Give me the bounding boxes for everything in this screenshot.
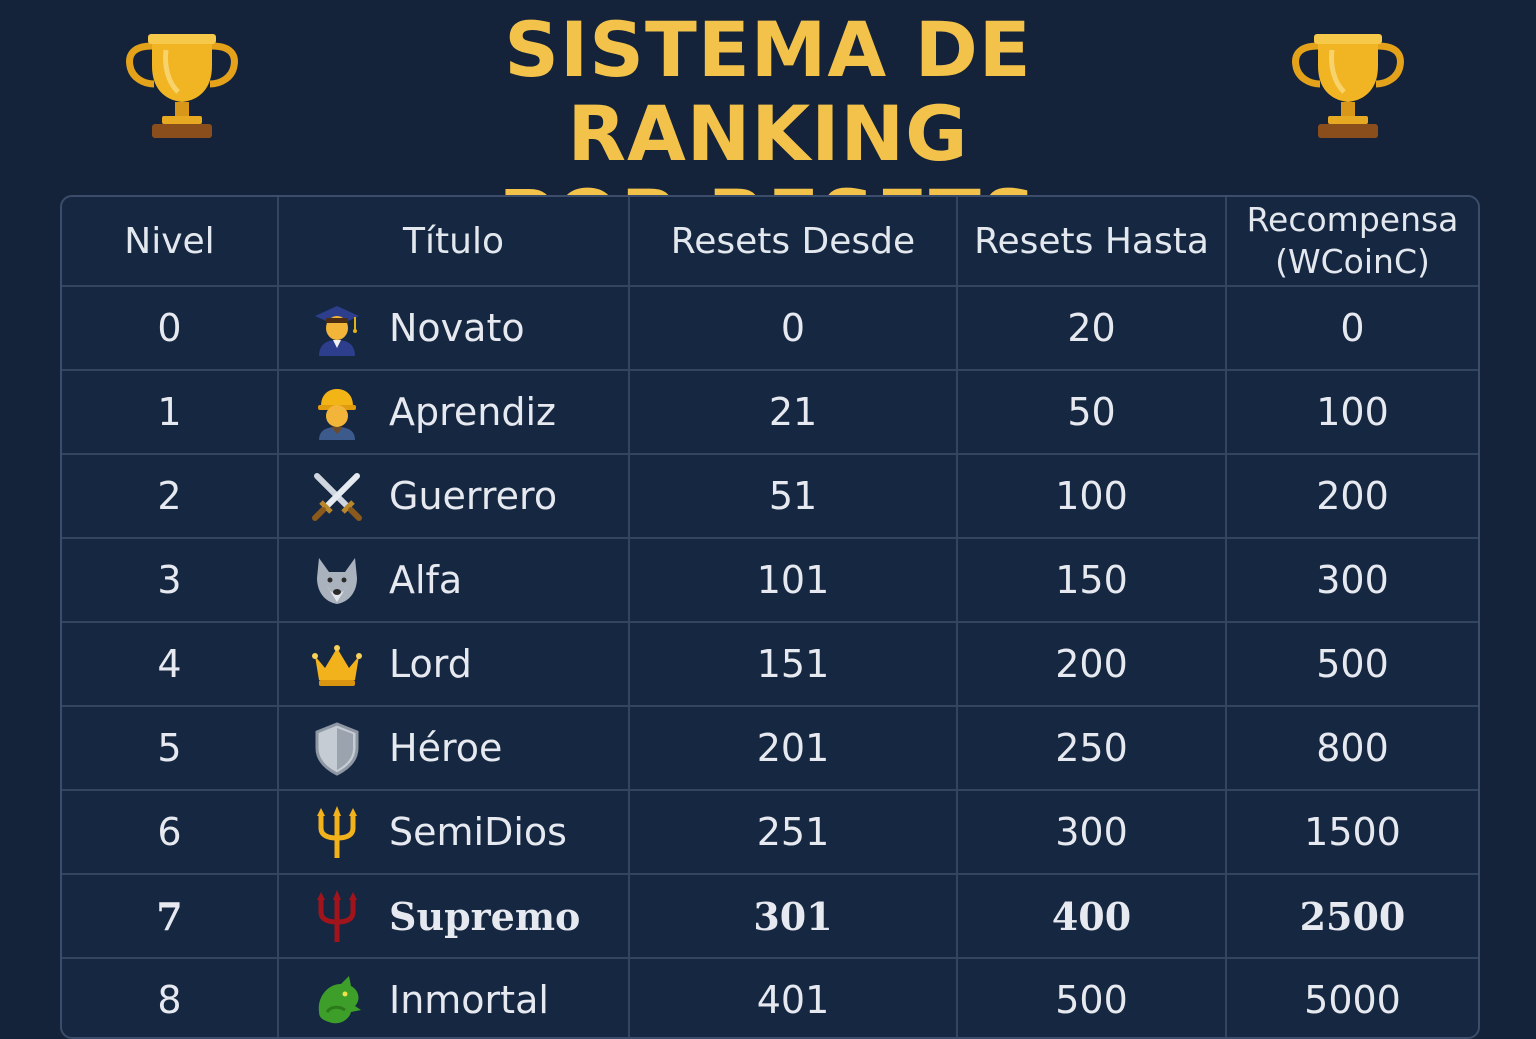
level-cell: 6 xyxy=(62,789,279,875)
resets-from-cell: 401 xyxy=(628,957,958,1037)
resets-from-cell: 151 xyxy=(628,621,958,707)
graduate-icon xyxy=(309,300,365,356)
title-cell: Héroe xyxy=(277,705,630,791)
title-cell: Aprendiz xyxy=(277,369,630,455)
title-cell: SemiDios xyxy=(277,789,630,875)
title-cell: Lord xyxy=(277,621,630,707)
rank-title: Guerrero xyxy=(389,474,558,518)
resets-from-cell: 0 xyxy=(628,285,958,371)
rank-title: Héroe xyxy=(389,726,503,770)
resets-to-cell: 150 xyxy=(956,537,1227,623)
gold-trident-icon xyxy=(309,804,365,860)
dragon-icon xyxy=(309,972,365,1028)
crossed-swords-icon xyxy=(309,468,365,524)
table-row: 7 Supremo 301 400 2500 xyxy=(62,873,1478,959)
title-cell: Inmortal xyxy=(277,957,630,1037)
reward-cell: 5000 xyxy=(1225,957,1478,1037)
crown-icon xyxy=(309,636,365,692)
level-cell: 3 xyxy=(62,537,279,623)
header-resets-to: Resets Hasta xyxy=(956,197,1227,287)
resets-from-cell: 101 xyxy=(628,537,958,623)
table-row: 8 Inmortal 401 500 5000 xyxy=(62,957,1478,1037)
reward-cell: 200 xyxy=(1225,453,1478,539)
level-cell: 4 xyxy=(62,621,279,707)
wolf-icon xyxy=(309,552,365,608)
rank-title: Lord xyxy=(389,642,472,686)
resets-to-cell: 100 xyxy=(956,453,1227,539)
page-title-line1: SISTEMA DE RANKING xyxy=(504,5,1032,178)
resets-to-cell: 50 xyxy=(956,369,1227,455)
resets-to-cell: 500 xyxy=(956,957,1227,1037)
level-cell: 8 xyxy=(62,957,279,1037)
shield-icon xyxy=(309,720,365,776)
header-reward-line2: (WCoinC) xyxy=(1275,242,1430,281)
header-resets-from: Resets Desde xyxy=(628,197,958,287)
reward-cell: 100 xyxy=(1225,369,1478,455)
reward-cell: 2500 xyxy=(1225,873,1478,959)
table-row: 5 Héroe 201 250 800 xyxy=(62,705,1478,791)
level-cell: 7 xyxy=(62,873,279,959)
title-cell: Guerrero xyxy=(277,453,630,539)
resets-to-cell: 400 xyxy=(956,873,1227,959)
ranking-table: Nivel Título Resets Desde Resets Hasta R… xyxy=(60,195,1480,1039)
reward-cell: 300 xyxy=(1225,537,1478,623)
table-row: 4 Lord 151 200 500 xyxy=(62,621,1478,707)
trophy-icon xyxy=(122,26,242,142)
level-cell: 5 xyxy=(62,705,279,791)
level-cell: 0 xyxy=(62,285,279,371)
reward-cell: 800 xyxy=(1225,705,1478,791)
rank-title: Aprendiz xyxy=(389,390,556,434)
reward-cell: 500 xyxy=(1225,621,1478,707)
resets-to-cell: 300 xyxy=(956,789,1227,875)
title-cell: Supremo xyxy=(277,873,630,959)
resets-from-cell: 301 xyxy=(628,873,958,959)
rank-title: Novato xyxy=(389,306,525,350)
table-row: 0 Novato 0 20 0 xyxy=(62,285,1478,371)
header-level: Nivel xyxy=(62,197,279,287)
resets-from-cell: 201 xyxy=(628,705,958,791)
page-header: SISTEMA DE RANKING POR RESETS xyxy=(0,0,1536,260)
resets-from-cell: 21 xyxy=(628,369,958,455)
table-row: 1 Aprendiz 21 50 100 xyxy=(62,369,1478,455)
header-title: Título xyxy=(277,197,630,287)
trophy-icon xyxy=(1288,26,1408,142)
level-cell: 1 xyxy=(62,369,279,455)
resets-to-cell: 250 xyxy=(956,705,1227,791)
rank-title: Alfa xyxy=(389,558,463,602)
table-row: 6 SemiDios 251 300 1500 xyxy=(62,789,1478,875)
reward-cell: 1500 xyxy=(1225,789,1478,875)
resets-to-cell: 20 xyxy=(956,285,1227,371)
table-row: 2 Guerrero 51 100 200 xyxy=(62,453,1478,539)
resets-from-cell: 51 xyxy=(628,453,958,539)
table-header-row: Nivel Título Resets Desde Resets Hasta R… xyxy=(62,197,1478,287)
red-trident-icon xyxy=(309,888,365,944)
header-reward-line1: Recompensa xyxy=(1246,200,1459,239)
rank-title: Inmortal xyxy=(389,978,549,1022)
reward-cell: 0 xyxy=(1225,285,1478,371)
resets-from-cell: 251 xyxy=(628,789,958,875)
resets-to-cell: 200 xyxy=(956,621,1227,707)
rank-title: Supremo xyxy=(389,893,581,939)
title-cell: Novato xyxy=(277,285,630,371)
rank-title: SemiDios xyxy=(389,810,567,854)
level-cell: 2 xyxy=(62,453,279,539)
worker-icon xyxy=(309,384,365,440)
table-row: 3 Alfa 101 150 300 xyxy=(62,537,1478,623)
header-reward: Recompensa (WCoinC) xyxy=(1225,197,1478,287)
title-cell: Alfa xyxy=(277,537,630,623)
